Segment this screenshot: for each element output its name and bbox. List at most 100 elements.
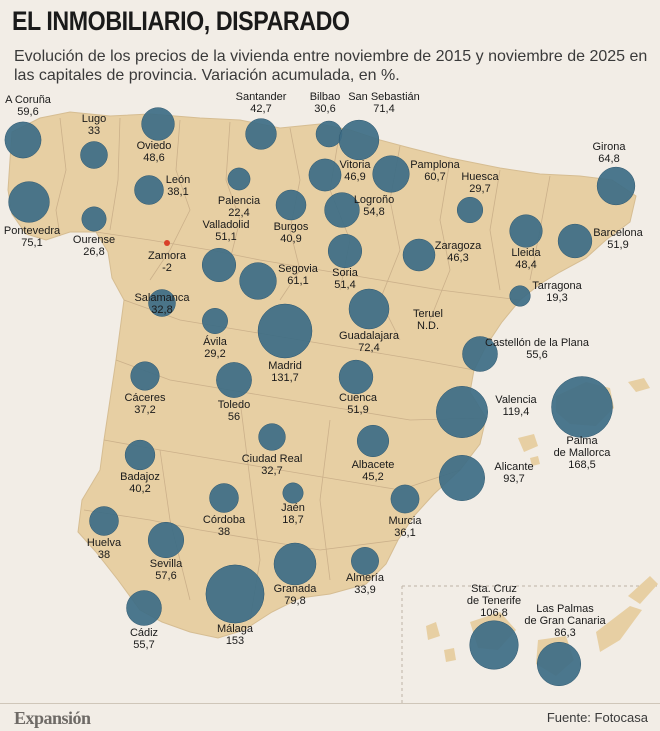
bubble-valencia: [436, 386, 488, 438]
bubble-san-sebastian: [338, 119, 380, 161]
bubble-lugo: [80, 141, 108, 169]
label-pontevedra: Pontevedra 75,1: [4, 225, 61, 249]
value-jaen: 18,7: [282, 514, 303, 526]
ibiza-island: [518, 434, 538, 452]
label-palma: Palma de Mallorca 168,5: [554, 435, 612, 471]
value-girona: 64,8: [598, 153, 619, 165]
value-zaragoza: 46,3: [447, 252, 468, 264]
bubble-girona: [596, 166, 636, 206]
bubble-cordoba: [209, 483, 239, 513]
label-almeria: Almería 33,9: [346, 572, 385, 596]
value-logrono: 54,8: [363, 206, 384, 218]
value-ciudad-real: 32,7: [261, 465, 282, 477]
bubble-leon: [134, 175, 164, 205]
bubble-tenerife: [469, 620, 519, 670]
bubble-bilbao: [315, 120, 343, 148]
label-san-sebastian: San Sebastián 71,4: [348, 91, 420, 115]
bubble-soria: [327, 233, 363, 269]
value-segovia: 61,1: [287, 275, 308, 287]
label-murcia: Murcia 36,1: [388, 515, 422, 539]
page-title: EL INMOBILIARIO, DISPARADO: [12, 6, 350, 36]
value-pontevedra: 75,1: [21, 237, 42, 249]
value-a-coruna: 59,6: [17, 106, 38, 118]
value-tarragona: 19,3: [546, 292, 567, 304]
bubble-huesca: [456, 196, 484, 224]
bubble-murcia: [390, 484, 420, 514]
value-toledo: 56: [228, 411, 240, 423]
label-santander: Santander 42,7: [236, 91, 287, 115]
bubble-burgos: [275, 189, 307, 221]
formentera-island: [530, 456, 540, 466]
value-zamora: -2: [162, 262, 172, 274]
label-salamanca: Salamanca 32,8: [134, 292, 190, 316]
bubble-jaen: [282, 482, 304, 504]
bubble-logrono: [324, 192, 360, 228]
value-malaga: 153: [226, 635, 244, 647]
label-soria: Soria 51,4: [332, 267, 359, 291]
bubble-tarragona: [509, 285, 531, 307]
bubble-zaragoza: [402, 238, 436, 272]
value-vitoria: 46,9: [344, 171, 365, 183]
bubble-oviedo: [141, 107, 175, 141]
label-sevilla: Sevilla 57,6: [150, 558, 183, 582]
label-barcelona: Barcelona 51,9: [593, 227, 643, 251]
label-girona: Girona 64,8: [592, 141, 626, 165]
page-subtitle: Evolución de los precios de la vivienda …: [14, 48, 648, 84]
bubble-palencia: [227, 167, 251, 191]
value-bilbao: 30,6: [314, 103, 335, 115]
bubble-pamplona: [372, 155, 410, 193]
canary-inset-frame: [401, 585, 660, 703]
value-valencia: 119,4: [503, 406, 530, 418]
value-caceres: 37,2: [134, 404, 155, 416]
label-palencia: Palencia 22,4: [218, 195, 261, 219]
value-huesca: 29,7: [469, 183, 490, 195]
value-leon: 38,1: [167, 186, 188, 198]
value-huelva: 38: [98, 549, 110, 561]
value-castellon: 55,6: [526, 349, 547, 361]
value-murcia: 36,1: [394, 527, 415, 539]
spain-map: A Coruña 59,6 Lugo 33 Oviedo 48,6 Santander 42,…: [4, 91, 660, 703]
label-valladolid: Valladolid 51,1: [203, 219, 250, 243]
value-sevilla: 57,6: [155, 570, 176, 582]
label-segovia: Segovia 61,1: [278, 263, 319, 287]
value-tenerife: 106,8: [480, 607, 508, 619]
label-cadiz: Cádiz 55,7: [130, 627, 158, 651]
value-cordoba: 38: [218, 526, 230, 538]
bubble-valladolid: [201, 247, 237, 283]
label-valencia: Valencia 119,4: [495, 394, 537, 418]
value-ourense: 26,8: [83, 246, 104, 258]
value-valladolid: 51,1: [215, 231, 236, 243]
label-las-palmas: Las Palmas de Gran Canaria 86,3: [524, 603, 606, 639]
label-madrid: Madrid 131,7: [268, 360, 302, 384]
bubble-ciudad-real: [258, 423, 286, 451]
label-pamplona: Pamplona 60,7: [410, 159, 460, 183]
label-bilbao: Bilbao 30,6: [310, 91, 341, 115]
city-labels: A Coruña 59,6 Lugo 33 Oviedo 48,6 Santander 42,…: [4, 91, 644, 651]
value-santander: 42,7: [250, 103, 271, 115]
bubble-salamanca: [148, 289, 176, 317]
bubble-almeria: [351, 547, 379, 575]
value-burgos: 40,9: [280, 233, 301, 245]
bubble-alicante: [439, 455, 485, 501]
bubble-palma: [551, 376, 613, 438]
label-ciudad-real: Ciudad Real 32,7: [242, 453, 303, 477]
bubble-cuenca: [338, 359, 374, 395]
value-albacete: 45,2: [362, 471, 383, 483]
value-pamplona: 60,7: [424, 171, 445, 183]
bubble-pontevedra: [8, 181, 50, 223]
value-guadalajara: 72,4: [358, 342, 379, 354]
value-granada: 79,8: [284, 595, 305, 607]
label-caceres: Cáceres 37,2: [125, 392, 166, 416]
bubble-vitoria: [308, 158, 342, 192]
label-a-coruna: A Coruña 59,6: [5, 94, 52, 118]
label-zamora: Zamora -2: [148, 250, 187, 274]
label-tarragona: Tarragona 19,3: [532, 280, 582, 304]
value-lleida: 48,4: [515, 259, 536, 271]
bubble-castellon: [462, 336, 498, 372]
bubble-ourense: [81, 206, 107, 232]
bubble-malaga: [205, 564, 265, 624]
label-tenerife: Sta. Cruz de Tenerife 106,8: [467, 583, 521, 619]
value-almeria: 33,9: [354, 584, 375, 596]
bubble-cadiz: [126, 590, 162, 626]
bubble-toledo: [216, 362, 252, 398]
